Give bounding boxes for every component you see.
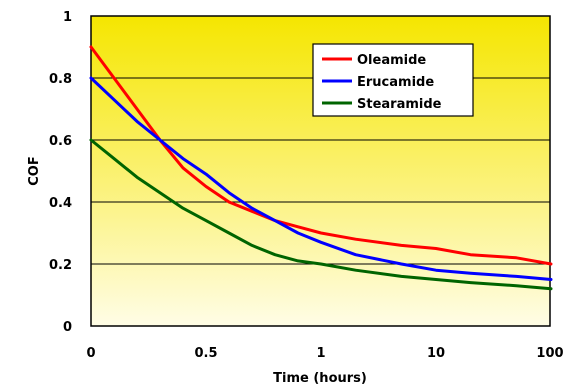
- x-tick-label: 100: [536, 346, 563, 361]
- y-tick-label: 0.4: [49, 196, 72, 211]
- legend: Oleamide Erucamide Stearamide: [312, 43, 474, 117]
- y-tick-labels: 0 0.2 0.4 0.6 0.8 1: [49, 10, 72, 335]
- x-axis-label: Time (hours): [273, 371, 367, 386]
- y-tick-label: 0.6: [49, 134, 72, 149]
- x-tick-label: 0.5: [194, 346, 217, 361]
- series-line-stearamide: [89, 138, 553, 291]
- y-tick-label: 0: [63, 320, 72, 335]
- legend-label: Erucamide: [357, 75, 434, 90]
- y-tick-label: 0.8: [49, 72, 72, 87]
- x-tick-labels: 0 0.5 1 10 100: [86, 346, 563, 361]
- series-line-erucamide: [89, 76, 553, 281]
- x-tick-label: 10: [427, 346, 445, 361]
- series-lines: [89, 45, 553, 291]
- y-tick-label: 0.2: [49, 258, 72, 273]
- legend-label: Oleamide: [357, 53, 426, 68]
- y-axis-label: COF: [27, 156, 42, 185]
- x-tick-label: 0: [86, 346, 95, 361]
- x-tick-label: 1: [316, 346, 325, 361]
- y-tick-label: 1: [63, 10, 72, 25]
- legend-label: Stearamide: [357, 97, 442, 112]
